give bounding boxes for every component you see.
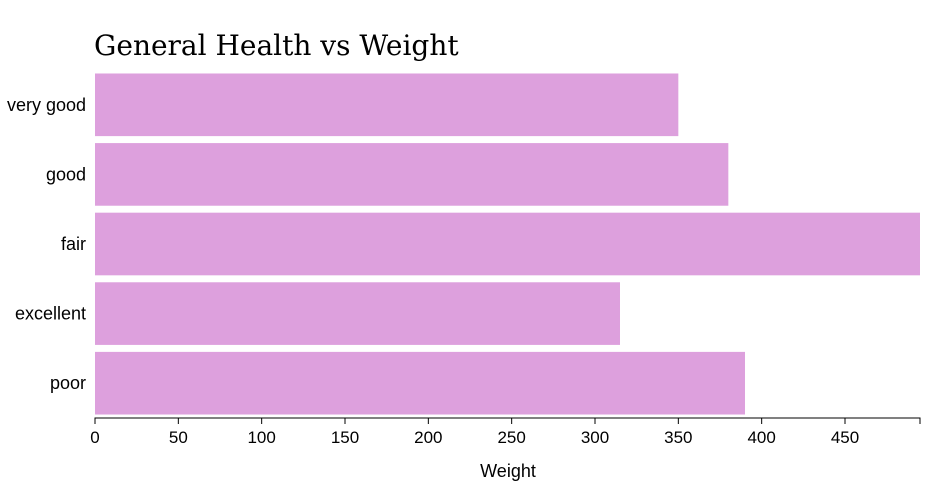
bars — [95, 73, 920, 415]
x-tick-label-250: 250 — [497, 428, 525, 447]
bar-excellent — [95, 282, 620, 345]
category-label-good: good — [46, 164, 86, 184]
x-tick-label-200: 200 — [414, 428, 442, 447]
x-tick-label-300: 300 — [581, 428, 609, 447]
x-tick-label-450: 450 — [831, 428, 859, 447]
bar-poor — [95, 351, 745, 415]
category-label-very-good: very good — [7, 95, 86, 115]
x-tick-label-50: 50 — [169, 428, 188, 447]
bar-fair — [95, 212, 920, 276]
x-tick-label-0: 0 — [90, 428, 99, 447]
x-axis-line — [94, 417, 921, 424]
category-label-excellent: excellent — [15, 304, 86, 324]
x-tick-label-400: 400 — [747, 428, 775, 447]
x-axis-label: Weight — [480, 461, 536, 481]
x-tick-label-100: 100 — [247, 428, 275, 447]
category-label-poor: poor — [50, 373, 86, 393]
x-axis: 0 50 100 150 200 250 300 350 400 450 — [90, 417, 921, 447]
x-tick-label-350: 350 — [664, 428, 692, 447]
chart-title: General Health vs Weight — [94, 29, 459, 62]
bar-very-good — [95, 73, 679, 137]
category-label-fair: fair — [61, 234, 86, 254]
bar-good — [95, 143, 729, 206]
x-tick-label-150: 150 — [331, 428, 359, 447]
category-labels: very good good fair excellent poor — [7, 95, 86, 393]
